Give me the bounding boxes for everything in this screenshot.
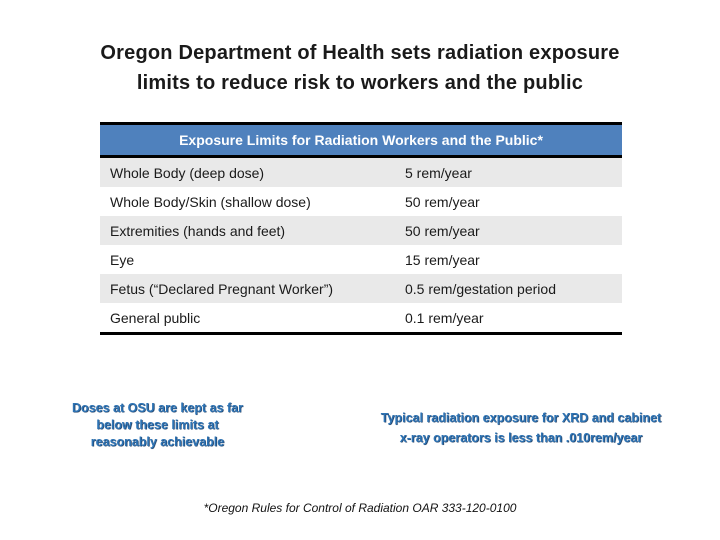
table-row: Extremities (hands and feet) 50 rem/year	[100, 216, 622, 245]
table-row: Eye 15 rem/year	[100, 245, 622, 274]
row-value: 15 rem/year	[405, 251, 480, 268]
table-row: Whole Body (deep dose) 5 rem/year	[100, 158, 622, 187]
note-left-line-2: below these limits at	[96, 418, 219, 432]
row-label: Extremities (hands and feet)	[110, 222, 286, 239]
row-value: 0.1 rem/year	[405, 309, 484, 326]
slide-title-line-2: limits to reduce risk to workers and the…	[136, 72, 584, 94]
row-label: Fetus (“Declared Pregnant Worker”)	[110, 280, 334, 297]
note-osu-doses: Doses at OSU are kept as far below these…	[45, 400, 270, 451]
row-label: Whole Body (deep dose)	[110, 164, 265, 181]
row-value: 5 rem/year	[405, 164, 472, 181]
note-right-line-1: Typical radiation exposure for XRD and c…	[380, 411, 662, 425]
row-label: General public	[110, 309, 201, 326]
table-row: Whole Body/Skin (shallow dose) 50 rem/ye…	[100, 187, 622, 216]
note-left-line-1: Doses at OSU are kept as far	[72, 401, 243, 415]
slide-title: Oregon Department of Health sets radiati…	[0, 38, 720, 98]
row-label: Eye	[110, 251, 135, 268]
slide-title-line-1: Oregon Department of Health sets radiati…	[100, 42, 620, 64]
note-left-line-3: reasonably achievable	[90, 435, 225, 449]
table-row: General public 0.1 rem/year	[100, 303, 622, 332]
row-value: 50 rem/year	[405, 222, 480, 239]
note-right-line-2: x-ray operators is less than .010rem/yea…	[399, 431, 643, 445]
note-typical-exposure: Typical radiation exposure for XRD and c…	[345, 408, 697, 448]
table-row: Fetus (“Declared Pregnant Worker”) 0.5 r…	[100, 274, 622, 303]
footnote: *Oregon Rules for Control of Radiation O…	[203, 501, 517, 515]
row-label: Whole Body/Skin (shallow dose)	[110, 193, 311, 210]
exposure-limits-table: Exposure Limits for Radiation Workers an…	[100, 122, 622, 335]
row-value: 0.5 rem/gestation period	[405, 280, 556, 297]
row-value: 50 rem/year	[405, 193, 480, 210]
table-header: Exposure Limits for Radiation Workers an…	[100, 125, 622, 158]
